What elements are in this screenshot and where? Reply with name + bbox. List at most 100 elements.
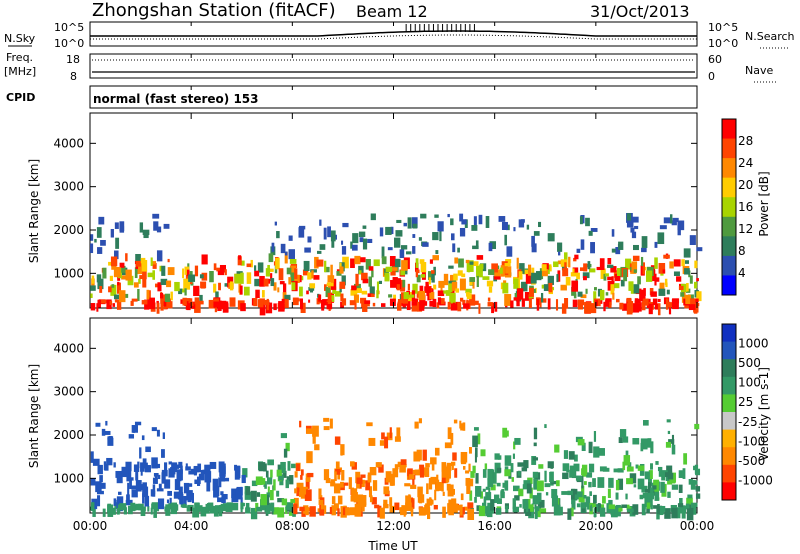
echo-cell — [452, 302, 456, 310]
echo-cell — [482, 276, 490, 280]
time-tick-label: 16:00 — [477, 519, 512, 533]
echo-cell — [511, 477, 514, 482]
echo-cell — [626, 297, 632, 302]
echo-cell — [199, 274, 204, 279]
echo-cell — [398, 299, 402, 311]
echo-cell — [576, 248, 581, 253]
echo-cell — [160, 278, 168, 285]
echo-cell — [351, 488, 358, 496]
echo-cell — [690, 479, 696, 490]
echo-cell — [147, 506, 150, 512]
echo-cell — [360, 474, 366, 478]
echo-cell — [307, 272, 312, 280]
colorbar-cell — [722, 216, 736, 237]
echo-cell — [485, 492, 492, 501]
echo-cell — [135, 264, 139, 269]
echo-cell — [553, 504, 561, 516]
echo-cell — [224, 269, 227, 276]
echo-cell — [327, 226, 331, 238]
colorbar-cell — [722, 158, 736, 179]
power-y-axis: 1000 2000 3000 4000 — [53, 136, 697, 280]
echo-cell — [581, 479, 584, 489]
echo-cell — [219, 475, 226, 482]
echo-cell — [100, 299, 107, 304]
echo-cell — [454, 257, 459, 264]
echo-cell — [541, 264, 547, 271]
echo-cell — [588, 441, 593, 454]
echo-cell — [368, 437, 376, 446]
echo-cell — [639, 289, 646, 302]
echo-cell — [304, 507, 309, 513]
echo-cell — [504, 469, 511, 477]
echo-cell — [313, 275, 320, 280]
echo-cell — [291, 282, 296, 291]
echo-cell — [275, 257, 280, 270]
echo-cell — [330, 230, 336, 242]
echo-cell — [142, 486, 149, 498]
echo-cell — [530, 272, 537, 284]
echo-cell — [513, 441, 516, 450]
echo-cell — [266, 477, 273, 485]
echo-cell — [356, 477, 363, 484]
echo-cell — [560, 259, 568, 267]
echo-cell — [156, 488, 164, 492]
echo-cell — [478, 505, 486, 517]
echo-cell — [263, 299, 270, 306]
echo-cell — [256, 492, 261, 497]
echo-cell — [433, 284, 437, 290]
echo-cell — [115, 470, 123, 478]
echo-cell — [447, 213, 450, 218]
echo-cell — [616, 268, 622, 276]
freq-unit: [MHz] — [4, 65, 36, 78]
echo-cell — [323, 469, 330, 481]
echo-cell — [412, 469, 419, 475]
echo-cell — [319, 504, 325, 516]
echo-cell — [508, 248, 512, 256]
echo-cell — [682, 468, 686, 479]
echo-cell — [626, 303, 633, 315]
echo-cell — [550, 461, 554, 469]
echo-cell — [156, 226, 162, 233]
echo-cell — [543, 284, 550, 292]
echo-cell — [109, 300, 113, 305]
colorbar-cell — [722, 394, 736, 413]
echo-cell — [531, 235, 535, 247]
echo-cell — [611, 276, 614, 283]
echo-cell — [653, 479, 659, 486]
echo-cell — [220, 491, 224, 496]
echo-cell — [625, 258, 632, 270]
echo-cell — [90, 243, 94, 254]
echo-cell — [170, 291, 173, 301]
echo-cell — [400, 245, 408, 250]
echo-cell — [547, 298, 551, 310]
echo-cell — [342, 256, 349, 269]
echo-cell — [615, 504, 621, 517]
echo-cell — [253, 298, 258, 307]
echo-cell — [556, 480, 560, 487]
echo-cell — [360, 257, 366, 263]
echo-cell — [599, 258, 605, 270]
echo-cell — [372, 480, 378, 491]
echo-cell — [280, 243, 286, 254]
echo-cell — [642, 298, 649, 306]
echo-cell — [487, 468, 493, 481]
echo-cell — [117, 504, 121, 514]
echo-cell — [429, 259, 433, 264]
echo-cell — [305, 478, 310, 489]
echo-cell — [402, 279, 406, 288]
echo-cell — [340, 444, 345, 456]
echo-cell — [152, 262, 157, 269]
echo-cell — [463, 506, 468, 511]
echo-cell — [217, 300, 222, 312]
echo-cell — [510, 463, 514, 473]
echo-cell — [140, 462, 145, 472]
echo-cell — [474, 447, 478, 458]
echo-cell — [418, 507, 426, 516]
echo-cell — [284, 251, 288, 256]
echo-cell — [290, 265, 297, 274]
echo-cell — [634, 225, 639, 230]
echo-cell — [362, 301, 368, 312]
echo-cell — [356, 288, 362, 294]
echo-cell — [379, 507, 385, 519]
echo-cell — [677, 224, 681, 236]
